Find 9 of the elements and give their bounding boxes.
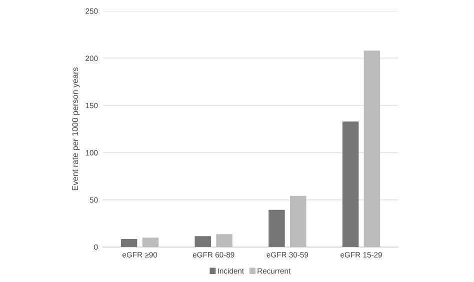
bar (216, 234, 232, 248)
bar (342, 121, 359, 248)
bar (268, 210, 285, 248)
bar (142, 238, 159, 248)
bar (120, 239, 138, 248)
y-axis-title: Event rate per 1000 person years (72, 67, 80, 190)
bar (194, 236, 212, 248)
bar (290, 196, 306, 248)
bar (364, 50, 380, 248)
